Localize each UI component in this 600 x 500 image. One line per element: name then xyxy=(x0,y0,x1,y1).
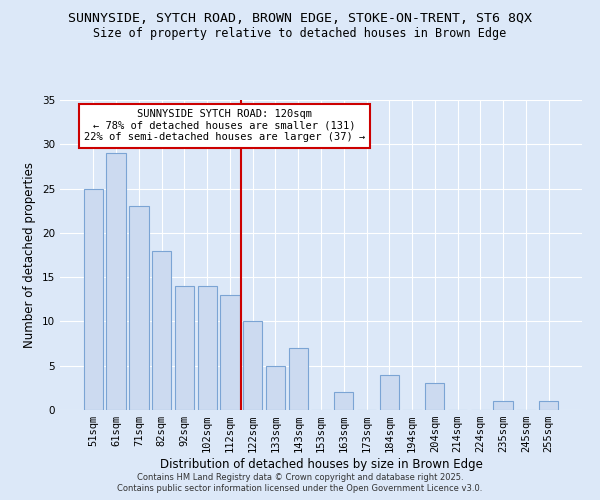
Bar xyxy=(220,295,239,410)
Text: SUNNYSIDE SYTCH ROAD: 120sqm
← 78% of detached houses are smaller (131)
22% of s: SUNNYSIDE SYTCH ROAD: 120sqm ← 78% of de… xyxy=(84,110,365,142)
Bar xyxy=(129,206,149,410)
Bar xyxy=(539,401,558,410)
Bar xyxy=(243,322,262,410)
Text: Size of property relative to detached houses in Brown Edge: Size of property relative to detached ho… xyxy=(94,28,506,40)
Bar xyxy=(84,188,103,410)
Y-axis label: Number of detached properties: Number of detached properties xyxy=(23,162,37,348)
Bar xyxy=(380,374,399,410)
Bar xyxy=(266,366,285,410)
Bar xyxy=(425,384,445,410)
Bar xyxy=(289,348,308,410)
Bar xyxy=(197,286,217,410)
Text: Contains public sector information licensed under the Open Government Licence v3: Contains public sector information licen… xyxy=(118,484,482,493)
Bar xyxy=(493,401,513,410)
Text: SUNNYSIDE, SYTCH ROAD, BROWN EDGE, STOKE-ON-TRENT, ST6 8QX: SUNNYSIDE, SYTCH ROAD, BROWN EDGE, STOKE… xyxy=(68,12,532,26)
Bar xyxy=(334,392,353,410)
X-axis label: Distribution of detached houses by size in Brown Edge: Distribution of detached houses by size … xyxy=(160,458,482,471)
Bar xyxy=(152,250,172,410)
Text: Contains HM Land Registry data © Crown copyright and database right 2025.: Contains HM Land Registry data © Crown c… xyxy=(137,472,463,482)
Bar xyxy=(106,153,126,410)
Bar xyxy=(175,286,194,410)
